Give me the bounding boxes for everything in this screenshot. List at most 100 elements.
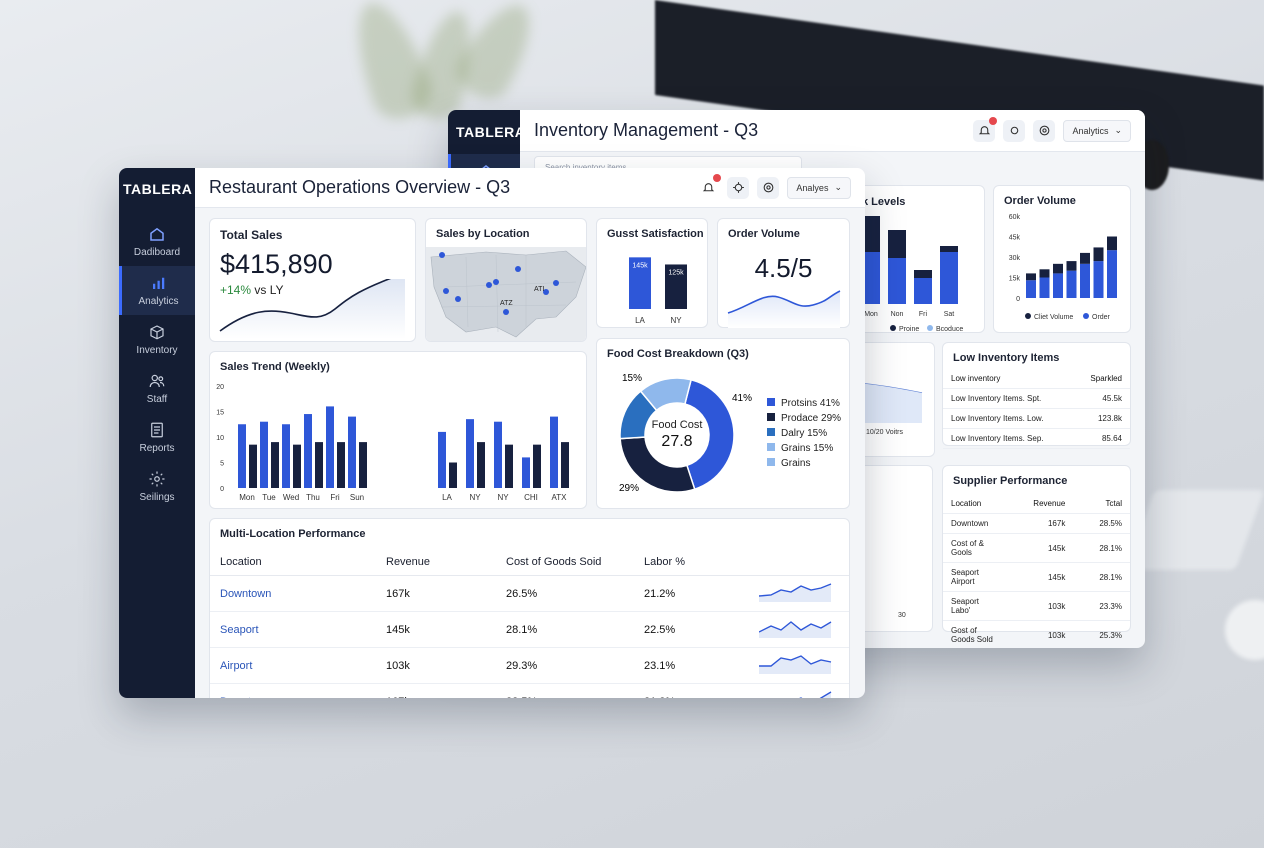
location-marker[interactable] [439,252,445,258]
table-row[interactable]: Downtown 167k 28.5% [943,513,1130,534]
notifications-button[interactable] [973,116,998,142]
location-marker[interactable] [443,288,449,294]
bar [494,421,502,488]
location-marker[interactable] [515,266,521,272]
table-row[interactable]: Downtown 167k 26.5% 21.2% [210,575,849,612]
bar [1107,236,1117,251]
table-row[interactable]: Airport 103k 29.3% 23.1% [210,647,849,684]
table-row[interactable]: Seaport 145k 28.1% 22.5% [210,611,849,648]
location-marker[interactable] [503,309,509,315]
cell: Seaport Labo' [943,591,1003,621]
analytics-dropdown[interactable]: Analyes ⌄ [787,176,851,199]
table-row[interactable]: Low Inventory Items. Spt. 45.5k [943,388,1130,409]
legend-item: Grains 15% [767,441,841,456]
bar [1053,263,1063,274]
table-row[interactable]: Gost of Goods Sold 103k 25.3% [943,620,1130,648]
nav-dashboard[interactable]: Dadiboard [119,217,195,266]
analytics-dropdown[interactable]: Analytics ⌄ [1063,119,1131,142]
order-volume-sparkline [727,290,841,328]
food-cost-legend: Protsins 41% Prodace 29% Dalry 15% Grains 1… [767,396,841,471]
bar [550,416,558,488]
sync-icon [1010,126,1019,135]
table-row[interactable]: Seaport Airport 145k 28.1% [943,562,1130,592]
bar [260,421,268,488]
bar [1026,280,1036,298]
table-row[interactable]: Low Inventory Items. Low. 123.8k [943,408,1130,429]
topbar: Restaurant Operations Overview - Q3 Anal… [195,168,865,208]
table-row[interactable]: Cost of & Gools 145k 28.1% [943,533,1130,563]
cell: Low Inventory Items. Sep. [943,428,1073,449]
nav-label: Dadiboard [133,247,181,258]
notifications-button[interactable] [697,173,722,199]
chevron-down-icon: ⌄ [834,182,842,192]
row-sparkline [749,647,849,684]
bar [348,416,356,488]
back-topbar: Inventory Management - Q3 Analytics ⌄ [520,110,1145,152]
sales-trend-chart: 20 15 10 5 0 Mon Tue Wed Thu Fri Sun LA NY NY CHI ATX [216,384,569,502]
settings-button[interactable] [757,176,780,199]
y-tick-label: 5 [220,461,224,468]
bar [304,414,312,488]
sync-button[interactable] [1003,119,1026,142]
total-sales-sparkline [219,279,405,339]
bar [1080,263,1090,298]
cell: 167k [376,575,496,612]
location-marker[interactable] [493,279,499,285]
bar [1093,261,1104,298]
legend-swatch [767,458,775,466]
gear-icon [149,471,165,487]
location-link[interactable]: Downtown [210,683,376,698]
cell: 123.8k [1072,408,1130,429]
location-link[interactable]: Seaport [210,611,376,648]
sync-button[interactable] [727,176,750,199]
location-link[interactable]: Downtown [210,575,376,612]
notification-badge [713,173,722,182]
y-tick-label: 15 [216,410,224,417]
bar [337,442,345,488]
nav-settings[interactable]: Seilings [119,462,195,511]
nav-label: Seilings [139,492,175,503]
legend-swatch [1083,313,1089,319]
x-tick-label: LA [635,316,645,325]
column-header: Labor % [634,549,749,576]
location-marker[interactable] [553,280,559,286]
y-tick-label: 10 [216,435,224,442]
table-row[interactable]: Seaport Labo' 103k 23.3% [943,591,1130,621]
page-title: Inventory Management - Q3 [534,120,759,140]
bar [1093,247,1104,262]
card-title: Sales Trend (Weekly) [220,361,330,373]
bar [533,444,541,488]
legend-swatch [927,325,933,331]
legend-swatch [767,428,775,436]
data-label: 145k [632,262,648,269]
nav-inventory[interactable]: Inventory [119,315,195,364]
cell: 21.2% [634,683,749,698]
nav-reports[interactable]: Reports [119,413,195,462]
x-tick-label: NY [469,493,481,502]
map-label: ATI [534,286,544,293]
legend-label: Dalry 15% [781,428,828,439]
row-sparkline [749,683,849,698]
location-link[interactable]: Airport [210,647,376,684]
nav-analytics[interactable]: Analytics [119,266,195,315]
legend-label: Cliet Volume [1034,314,1073,321]
cell: 28.1% [496,611,634,648]
bar [477,442,485,488]
donut-slice [639,377,693,412]
location-marker[interactable] [455,296,461,302]
cell: 25.3% [1073,620,1130,648]
dropdown-label: Analytics [1072,125,1109,136]
location-marker[interactable] [486,282,492,288]
cell: 85.64 [1072,428,1130,449]
bar [862,252,880,304]
bar [561,442,569,488]
card-title: Gusst Satisfaction [607,228,704,240]
legend-item: Grains [767,456,841,471]
location-marker[interactable] [543,289,549,295]
settings-button[interactable] [1033,119,1056,142]
legend-label: Bcoduce [936,326,963,333]
table-row[interactable]: Low Inventory Items. Sep. 85.64 [943,428,1130,449]
x-tick-label: Fri [919,311,928,318]
nav-staff[interactable]: Staff [119,364,195,413]
